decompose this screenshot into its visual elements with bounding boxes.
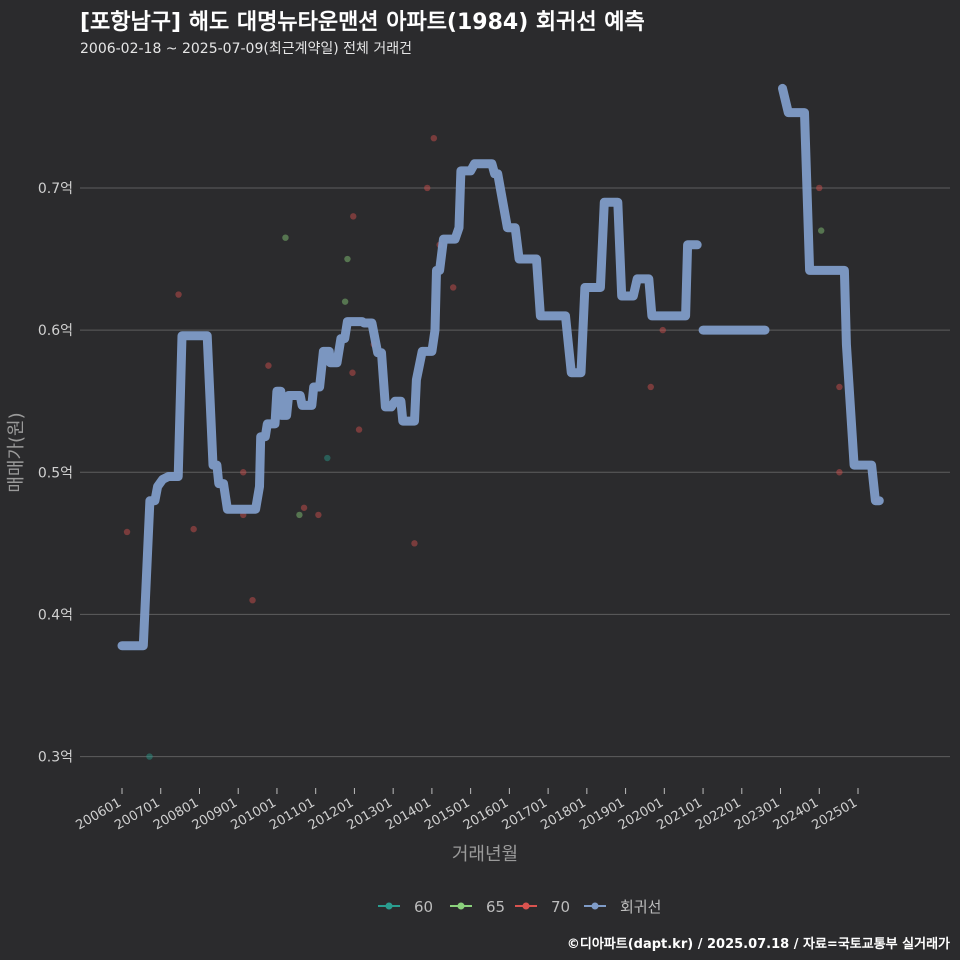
- chart-subtitle: 2006-02-18 ~ 2025-07-09(최근계약일) 전체 거래건: [80, 41, 412, 57]
- point-70: [411, 540, 418, 547]
- point-70: [175, 291, 182, 298]
- point-70: [355, 426, 363, 433]
- y-tick-label: 0.5억: [38, 465, 73, 481]
- point-65: [296, 511, 303, 519]
- regression-line: [778, 83, 884, 506]
- point-70: [430, 134, 438, 142]
- point-60: [146, 753, 153, 760]
- legend-dot-60: [385, 902, 393, 910]
- y-axis-label: 매매가(원): [6, 412, 27, 492]
- y-tick-label: 0.4억: [38, 607, 73, 623]
- point-70: [836, 469, 843, 476]
- point-70: [123, 528, 131, 536]
- point-70: [349, 369, 356, 376]
- point-65: [818, 227, 825, 234]
- point-70: [647, 383, 654, 391]
- point-70: [659, 326, 666, 334]
- legend-label: 70: [551, 898, 570, 916]
- point-70: [265, 362, 272, 369]
- legend-dot-65: [457, 902, 465, 910]
- point-70: [424, 184, 431, 192]
- legend-label: 회귀선: [620, 898, 661, 916]
- point-65: [341, 298, 349, 305]
- source-credit: ©디아파트(dapt.kr) / 2025.07.18 / 자료=국토교통부 실…: [566, 937, 950, 952]
- x-tick-label: 202501: [810, 795, 860, 833]
- point-60: [324, 454, 331, 462]
- point-70: [816, 184, 823, 192]
- legend-dot-70: [522, 902, 530, 910]
- point-70: [190, 525, 197, 533]
- point-70: [836, 383, 843, 391]
- point-70: [249, 596, 256, 604]
- point-65: [282, 234, 289, 241]
- point-70: [350, 213, 357, 220]
- legend-label: 60: [414, 898, 433, 916]
- x-axis-label: 거래년월: [452, 844, 518, 865]
- y-tick-label: 0.6억: [38, 323, 73, 339]
- point-65: [344, 255, 351, 263]
- y-tick-label: 0.7억: [38, 181, 73, 197]
- point-70: [240, 469, 247, 476]
- chart-title: [포항남구] 해도 대명뉴타운맨션 아파트(1984) 회귀선 예측: [80, 10, 645, 35]
- point-70: [315, 511, 322, 519]
- point-70: [450, 284, 457, 291]
- legend-label: 65: [486, 898, 505, 916]
- regression-line: [117, 159, 702, 651]
- y-tick-label: 0.3억: [38, 750, 73, 766]
- legend-dot-회귀선: [591, 902, 599, 910]
- point-70: [300, 504, 308, 511]
